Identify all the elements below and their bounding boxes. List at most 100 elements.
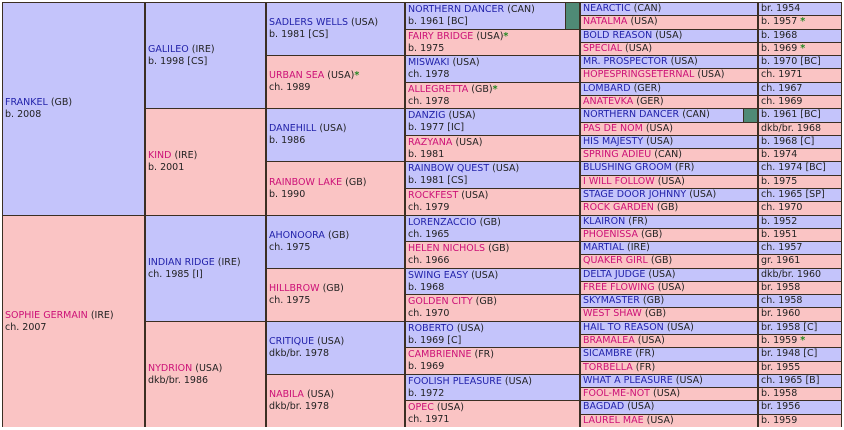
horse-name-link[interactable]: FAIRY BRIDGE xyxy=(408,30,474,42)
horse-name-link[interactable]: HILLBROW xyxy=(269,283,320,294)
country-code: (IRE) xyxy=(191,43,215,55)
horse-name-link[interactable]: I WILL FOLLOW xyxy=(583,176,655,187)
horse-name-link[interactable]: ROBERTO xyxy=(408,322,454,334)
country-code: (USA) xyxy=(455,136,483,148)
country-code: (GB) xyxy=(641,229,663,240)
horse-name-link[interactable]: ANATEVKA xyxy=(583,96,634,107)
g5-date-cell: br. 1954 xyxy=(759,3,841,15)
horse-name-link[interactable]: HIS MAJESTY xyxy=(583,136,644,147)
horse-name-link[interactable]: DANZIG xyxy=(408,110,446,121)
g5-date-cell: ch. 1965 [B] xyxy=(759,375,841,387)
g5-date-cell: gr. 1961 xyxy=(759,255,841,268)
country-code: (USA) xyxy=(697,69,725,80)
horse-name-link[interactable]: MISWAKI xyxy=(408,57,450,68)
horse-name-link[interactable]: NORTHERN DANCER xyxy=(583,109,680,120)
horse-name-link[interactable]: AHONOORA xyxy=(269,230,325,241)
horse-name-link[interactable]: NATALMA xyxy=(583,16,628,27)
g2-horse-cell: INDIAN RIDGE (IRE) ch. 1985 [I] xyxy=(146,216,265,321)
horse-name-link[interactable]: PAS DE NOM xyxy=(583,123,643,134)
horse-name-link[interactable]: WEST SHAW xyxy=(583,308,642,319)
horse-name-link[interactable]: NORTHERN DANCER xyxy=(408,4,505,15)
country-code: (FR) xyxy=(635,362,656,373)
horse-name-link[interactable]: INDIAN RIDGE xyxy=(148,256,215,268)
g5-horse-cell: BLUSHING GROOM (FR) xyxy=(581,162,757,175)
horse-name-link[interactable]: BRAMALEA xyxy=(583,335,635,346)
g5-horse-cell: NORTHERN DANCER (CAN) xyxy=(581,109,757,122)
horse-name-link[interactable]: BAGDAD xyxy=(583,401,625,412)
g5-date-cell: b. 1959 xyxy=(759,415,841,427)
country-code: (USA) xyxy=(655,30,683,41)
horse-name-link[interactable]: SICAMBRE xyxy=(583,348,633,359)
horse-details: b. 1981 xyxy=(408,148,445,160)
horse-name-link[interactable]: ROCKFEST xyxy=(408,190,459,201)
horse-name-link[interactable]: KLAIRON xyxy=(583,216,626,227)
g5-horse-cell: HOPESPRINGSETERNAL (USA) xyxy=(581,69,757,82)
horse-name-link[interactable]: DANEHILL xyxy=(269,123,317,134)
country-code: (GB) xyxy=(642,295,665,306)
horse-name-link[interactable]: FREE FLOWING xyxy=(583,282,655,293)
horse-name-link[interactable]: OPEC xyxy=(408,402,434,413)
horse-name-link[interactable]: SOPHIE GERMAIN xyxy=(5,309,88,321)
horse-name-link[interactable]: BOLD REASON xyxy=(583,30,653,41)
horse-name-link[interactable]: SKYMASTER xyxy=(583,295,640,306)
horse-details: ch. 1979 xyxy=(408,202,450,213)
horse-name-link[interactable]: CAMBRIENNE xyxy=(408,349,472,360)
horse-name-link[interactable]: DELTA JUDGE xyxy=(583,269,646,280)
horse-name-link[interactable]: LORENZACCIO xyxy=(408,216,477,228)
horse-name-link[interactable]: LOMBARD xyxy=(583,83,631,94)
g5-horse-cell: BAGDAD (USA) xyxy=(581,401,757,414)
horse-name-link[interactable]: NABILA xyxy=(269,389,304,400)
horse-name-link[interactable]: FOOLISH PLEASURE xyxy=(408,375,502,387)
country-code: (USA) xyxy=(327,70,355,81)
horse-name-link[interactable]: FRANKEL xyxy=(5,97,48,108)
horse-details: dkb/br. 1986 xyxy=(148,374,209,386)
g5-date-cell: dkb/br. 1968 xyxy=(759,123,841,135)
horse-name-link[interactable]: CRITIQUE xyxy=(269,336,315,347)
horse-name-link[interactable]: LAUREL MAE xyxy=(583,415,644,426)
horse-name-link[interactable]: STAGE DOOR JOHNNY xyxy=(583,189,687,200)
horse-name-link[interactable]: GALILEO xyxy=(148,43,189,55)
horse-name-link[interactable]: RAINBOW LAKE xyxy=(269,176,343,188)
g5-date-cell: ch. 1971 xyxy=(759,69,841,82)
g4-horse-cell: HELEN NICHOLS (GB) ch. 1966 xyxy=(406,242,579,268)
horse-name-link[interactable]: GOLDEN CITY xyxy=(408,296,473,307)
horse-name-link[interactable]: MR. PROSPECTOR xyxy=(583,56,668,67)
horse-name-link[interactable]: HOPESPRINGSETERNAL xyxy=(583,69,695,80)
country-code: (FR) xyxy=(628,216,648,227)
horse-details: b. 1961 [BC] xyxy=(408,16,468,27)
horse-name-link[interactable]: KIND xyxy=(148,150,172,161)
country-code: (FR) xyxy=(635,348,655,359)
horse-name-link[interactable]: SADLERS WELLS xyxy=(269,17,348,28)
horse-name-link[interactable]: HAIL TO REASON xyxy=(583,322,664,333)
horse-name-link[interactable]: PHOENISSA xyxy=(583,229,638,240)
horse-details: b. 2008 xyxy=(5,109,42,120)
horse-name-link[interactable]: QUAKER GIRL xyxy=(583,255,648,266)
g5-horse-cell: FOOL-ME-NOT (USA) xyxy=(581,388,757,400)
horse-name-link[interactable]: ALLEGRETTA xyxy=(408,83,469,95)
horse-name-link[interactable]: FOOL-ME-NOT xyxy=(583,388,650,399)
horse-name-link[interactable]: WHAT A PLEASURE xyxy=(583,375,673,386)
g5-horse-cell: LAUREL MAE (USA) xyxy=(581,415,757,427)
horse-name-link[interactable]: SPRING ADIEU xyxy=(583,149,652,160)
horse-details: ch. 1989 xyxy=(269,82,311,93)
horse-details: br. 1948 [C] xyxy=(761,348,818,359)
country-code: (GB) xyxy=(650,255,673,266)
country-code: (GB) xyxy=(479,216,501,228)
g5-horse-cell: TORBELLA (FR) xyxy=(581,362,757,374)
horse-details: b. 1969 [C] xyxy=(408,334,462,346)
horse-name-link[interactable]: HELEN NICHOLS xyxy=(408,243,486,254)
horse-name-link[interactable]: RAINBOW QUEST xyxy=(408,163,490,174)
horse-name-link[interactable]: BLUSHING GROOM xyxy=(583,162,672,173)
horse-name-link[interactable]: NYDRION xyxy=(148,362,193,374)
horse-name-link[interactable]: SWING EASY xyxy=(408,269,469,281)
horse-name-link[interactable]: URBAN SEA xyxy=(269,70,325,81)
horse-name-link[interactable]: ROCK GARDEN xyxy=(583,202,654,213)
horse-name-link[interactable]: NEARCTIC xyxy=(583,3,631,14)
horse-name-link[interactable]: RAZYANA xyxy=(408,136,453,148)
horse-name-link[interactable]: SPECIAL xyxy=(583,43,622,54)
horse-name-link[interactable]: MARTIAL xyxy=(583,242,625,253)
horse-name-link[interactable]: TORBELLA xyxy=(583,362,633,373)
country-code: (GB) xyxy=(475,296,497,307)
g5-date-cell: b. 1969 * xyxy=(759,43,841,55)
g3-horse-cell: CRITIQUE (USA) dkb/br. 1978 xyxy=(267,322,404,374)
